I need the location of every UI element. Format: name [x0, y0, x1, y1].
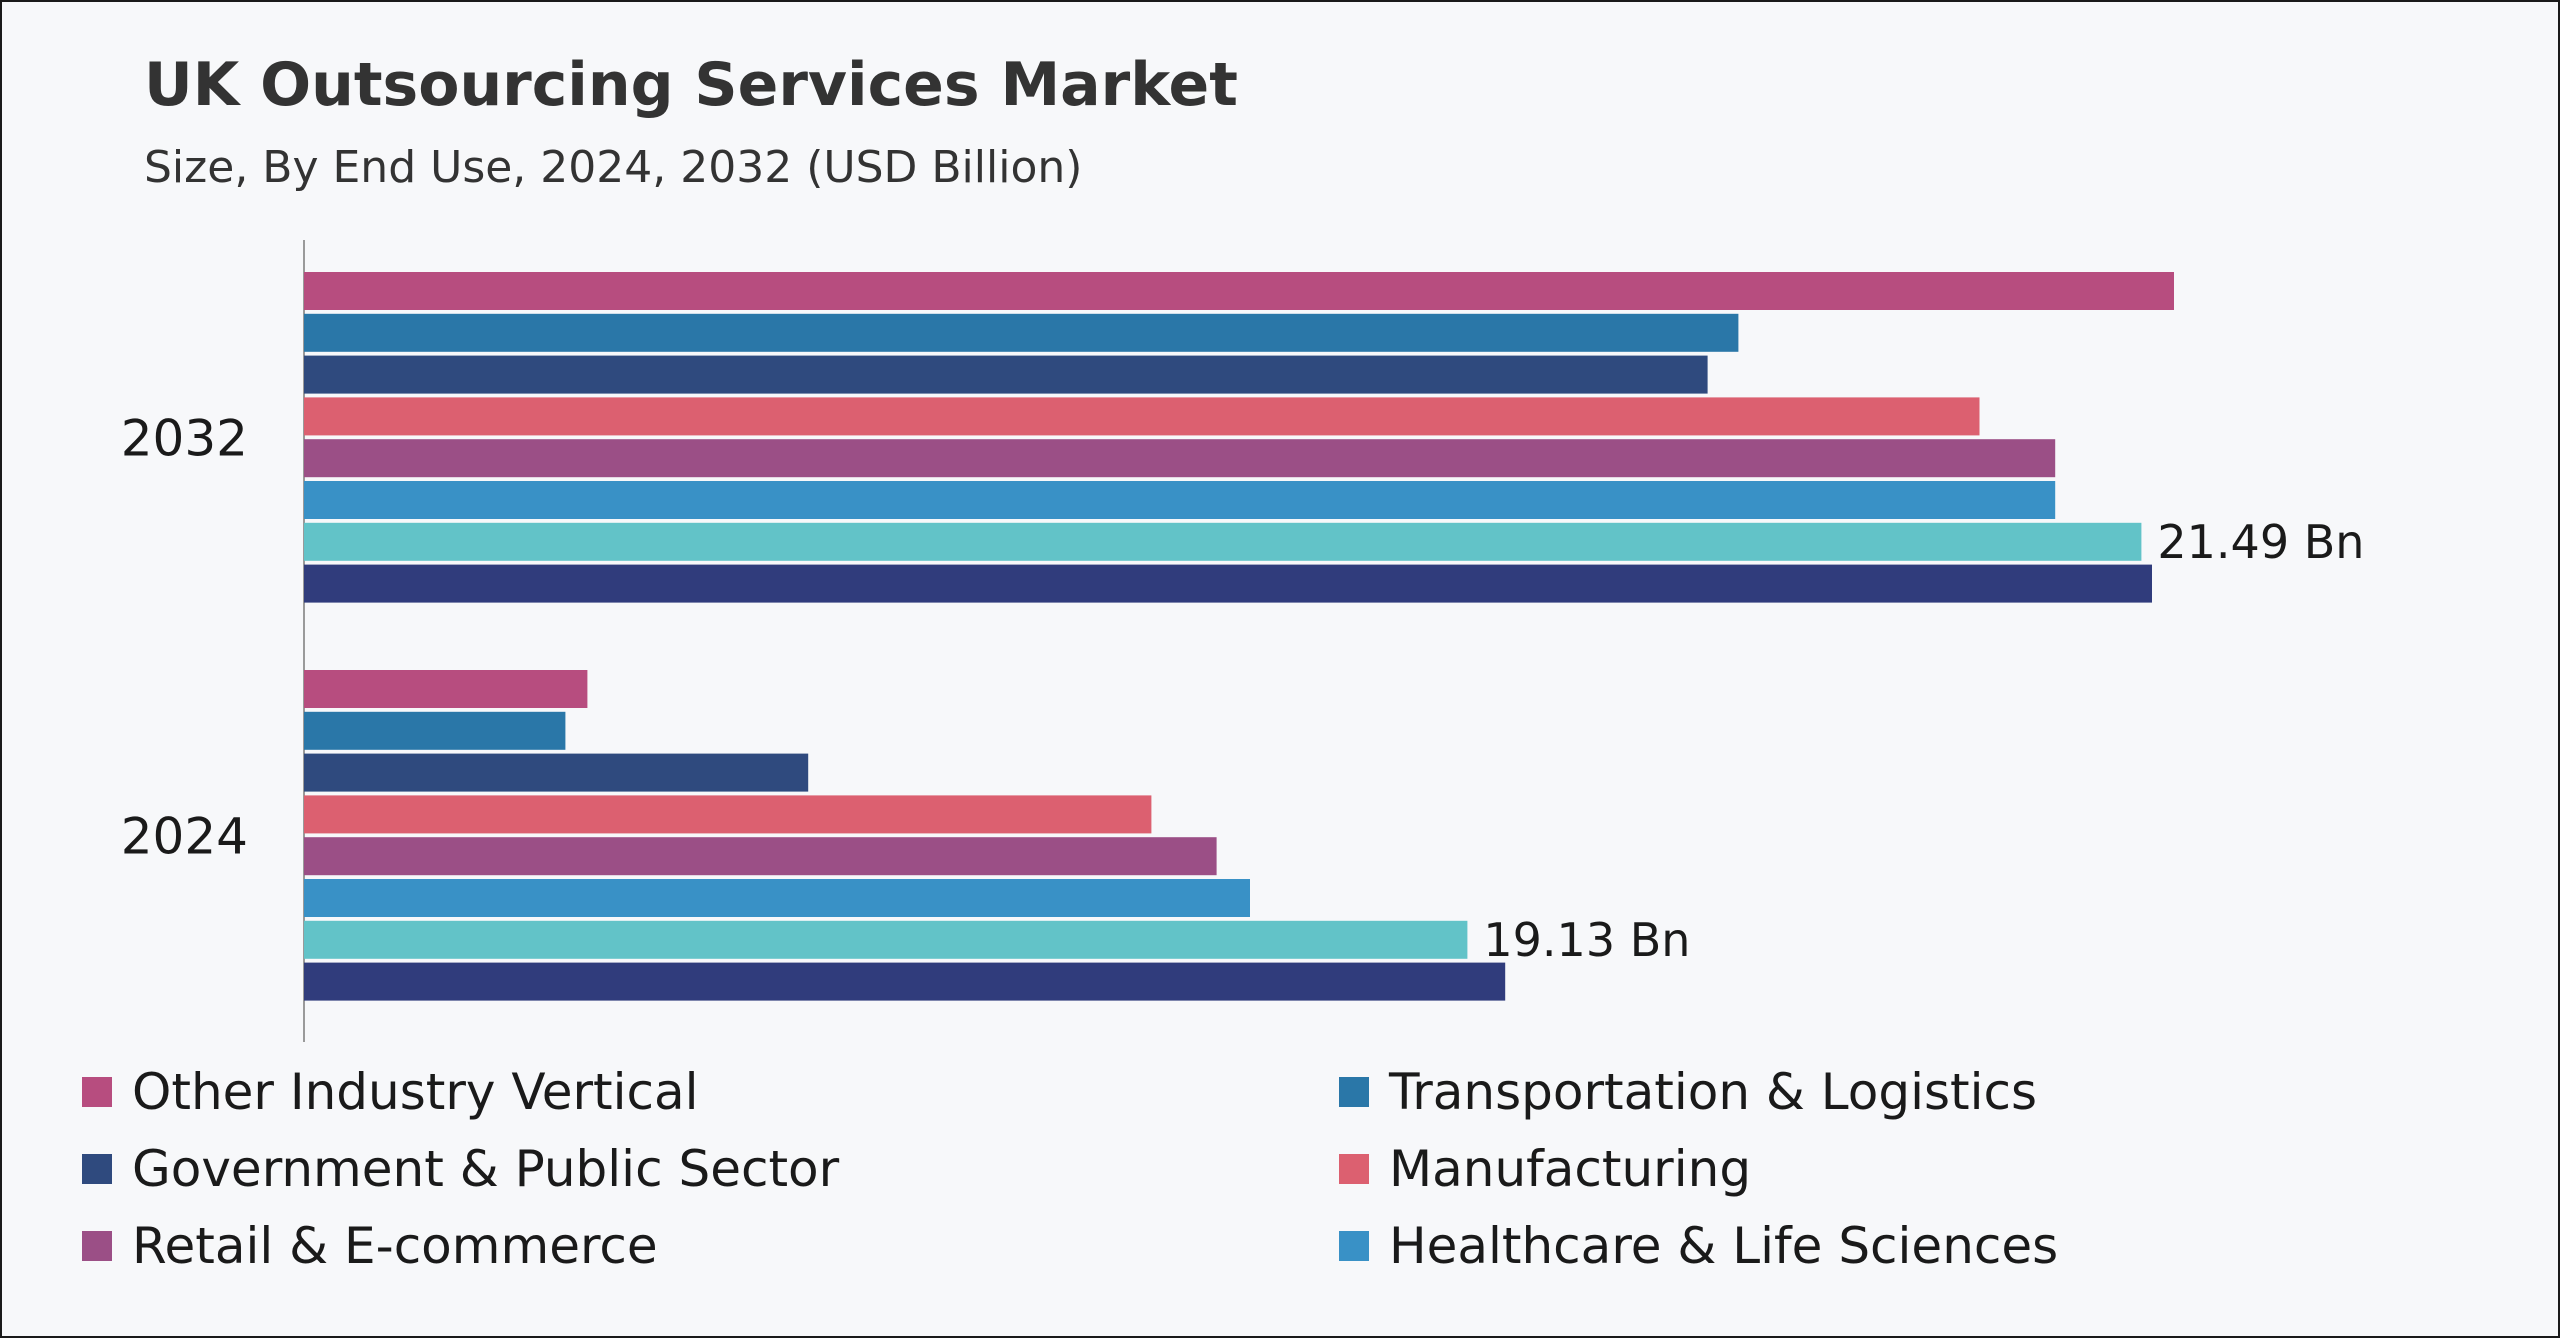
bar-2024-series-3 [304, 795, 1152, 834]
legend-swatch [82, 1077, 112, 1107]
legend-swatch [1339, 1154, 1369, 1184]
chart-subtitle: Size, By End Use, 2024, 2032 (USD Billio… [144, 142, 1083, 193]
legend-item: Healthcare & Life Sciences [1339, 1211, 2058, 1281]
data-label-2024: 19.13 Bn [1483, 913, 1690, 967]
legend-item: Transportation & Logistics [1339, 1057, 2037, 1127]
legend-label: Retail & E-commerce [132, 1217, 658, 1275]
bar-2032-series-0 [304, 272, 2174, 310]
legend-swatch [1339, 1231, 1369, 1261]
legend-label: Government & Public Sector [132, 1140, 840, 1198]
y-tick-label-2032: 2032 [121, 409, 248, 467]
bar-2032-series-7 [304, 564, 2152, 603]
bar-2024-series-0 [304, 670, 588, 708]
bar-2024-series-4 [304, 837, 1217, 876]
legend-swatch [82, 1154, 112, 1184]
legend-label: Healthcare & Life Sciences [1389, 1217, 2059, 1275]
bar-2032-series-4 [304, 439, 2056, 478]
legend-label: Transportation & Logistics [1389, 1063, 2038, 1121]
chart-title: UK Outsourcing Services Market [144, 50, 1238, 120]
legend-item: Retail & E-commerce [82, 1211, 658, 1281]
data-label-2032: 21.49 Bn [2157, 515, 2364, 569]
bar-2024-series-5 [304, 879, 1250, 917]
bar-2032-series-6 [304, 522, 2142, 561]
bar-2024-series-1 [304, 711, 566, 750]
bar-2032-series-2 [304, 355, 1708, 394]
bar-2024-series-6 [304, 920, 1468, 959]
legend-item: Other Industry Vertical [82, 1057, 699, 1127]
bar-2024-series-7 [304, 962, 1506, 1001]
bar-2032-series-3 [304, 397, 1980, 436]
bar-2024-series-2 [304, 753, 809, 792]
bar-2032-series-5 [304, 481, 2056, 519]
legend-label: Manufacturing [1389, 1140, 1752, 1198]
bar-2032-series-1 [304, 313, 1739, 352]
y-tick-label-2024: 2024 [121, 807, 248, 865]
chart-legend: Other Industry Vertical Transportation & … [82, 1057, 2382, 1287]
legend-swatch [82, 1231, 112, 1261]
legend-label: Other Industry Vertical [132, 1063, 699, 1121]
legend-swatch [1339, 1077, 1369, 1107]
legend-item: Government & Public Sector [82, 1134, 839, 1204]
legend-item: Manufacturing [1339, 1134, 1751, 1204]
